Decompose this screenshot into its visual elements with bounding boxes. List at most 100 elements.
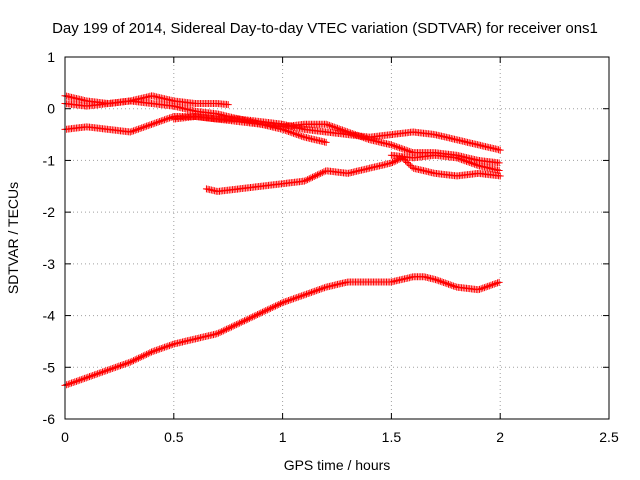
data-point <box>159 116 167 124</box>
data-point <box>281 298 289 306</box>
data-point <box>130 127 138 135</box>
data-point <box>288 129 296 137</box>
data-point <box>154 346 162 354</box>
x-tick-label: 2.5 <box>599 429 619 445</box>
data-point <box>454 154 462 162</box>
data-point <box>479 284 487 292</box>
data-point <box>102 367 110 375</box>
data-point <box>143 350 151 358</box>
data-point <box>120 360 128 368</box>
data-point <box>69 378 77 386</box>
x-axis-label: GPS time / hours <box>284 457 391 473</box>
data-point <box>218 328 226 336</box>
data-point <box>144 122 152 130</box>
data-point <box>157 344 165 352</box>
data-point <box>299 291 307 299</box>
data-point <box>223 325 231 333</box>
data-point <box>85 373 93 381</box>
data-point <box>161 343 169 351</box>
data-point <box>260 307 268 315</box>
data-point <box>296 292 304 300</box>
data-point <box>495 167 503 175</box>
series-track-d <box>170 113 504 154</box>
data-point <box>139 352 147 360</box>
data-point <box>390 158 398 166</box>
data-point <box>443 280 451 288</box>
data-point <box>247 314 255 322</box>
y-tick-label: -2 <box>43 204 56 220</box>
data-point <box>252 311 260 319</box>
ticks: 0 0.5 1 1.5 2 2.5 -6 -5 -4 -3 -2 -1 0 1 <box>43 49 619 445</box>
data-point <box>164 115 172 123</box>
data-point <box>469 160 477 168</box>
data-point <box>263 306 271 314</box>
data-point <box>495 278 503 286</box>
data-point <box>305 175 313 183</box>
data-point <box>489 281 497 289</box>
data-point <box>87 372 95 380</box>
data-point <box>296 132 304 140</box>
data-point <box>335 125 343 133</box>
data-points <box>61 92 504 389</box>
data-point <box>224 325 232 332</box>
data-point <box>147 120 155 128</box>
data-point <box>128 357 136 365</box>
data-point <box>227 323 235 331</box>
data-point <box>285 297 293 305</box>
data-point <box>239 318 247 326</box>
data-point <box>133 126 141 134</box>
data-point <box>433 276 441 284</box>
data-point <box>242 316 250 324</box>
data-point <box>273 301 281 309</box>
data-point <box>316 285 324 293</box>
data-point <box>480 284 488 292</box>
data-point <box>276 300 284 308</box>
data-point <box>258 308 266 316</box>
data-point <box>103 366 111 374</box>
data-point <box>99 368 107 376</box>
data-point <box>314 286 322 294</box>
data-point <box>456 155 464 163</box>
data-point <box>388 158 396 166</box>
data-point <box>448 281 456 289</box>
data-point <box>157 117 165 125</box>
data-point <box>325 121 333 129</box>
data-point <box>304 176 312 184</box>
data-point <box>116 362 124 370</box>
data-point <box>402 146 410 154</box>
data-point <box>313 171 321 179</box>
data-point <box>226 324 234 332</box>
y-tick-label: -6 <box>43 411 56 427</box>
data-point <box>307 288 315 296</box>
y-tick-label: -5 <box>43 359 56 375</box>
data-point <box>118 361 126 369</box>
data-point <box>74 377 82 385</box>
data-point <box>224 101 232 109</box>
data-point <box>493 279 501 287</box>
data-point <box>449 282 457 290</box>
data-point <box>436 277 444 285</box>
data-point <box>405 147 413 155</box>
data-point <box>90 371 98 379</box>
data-point <box>245 314 253 322</box>
data-point <box>312 287 320 295</box>
data-point <box>332 124 340 132</box>
data-point <box>398 154 406 162</box>
data-point <box>445 280 453 288</box>
data-point <box>278 299 286 307</box>
data-point <box>392 157 400 165</box>
data-point <box>84 373 92 381</box>
data-point <box>462 157 470 165</box>
data-point <box>219 327 227 335</box>
data-point <box>121 360 129 368</box>
data-point <box>322 138 330 146</box>
data-point <box>165 342 173 350</box>
data-point <box>146 349 154 357</box>
data-point <box>400 146 408 154</box>
data-point <box>324 121 332 129</box>
data-point <box>472 161 480 169</box>
data-point <box>64 380 72 388</box>
data-point <box>459 156 467 164</box>
x-tick-label: 1 <box>279 429 287 445</box>
data-point <box>458 156 466 164</box>
